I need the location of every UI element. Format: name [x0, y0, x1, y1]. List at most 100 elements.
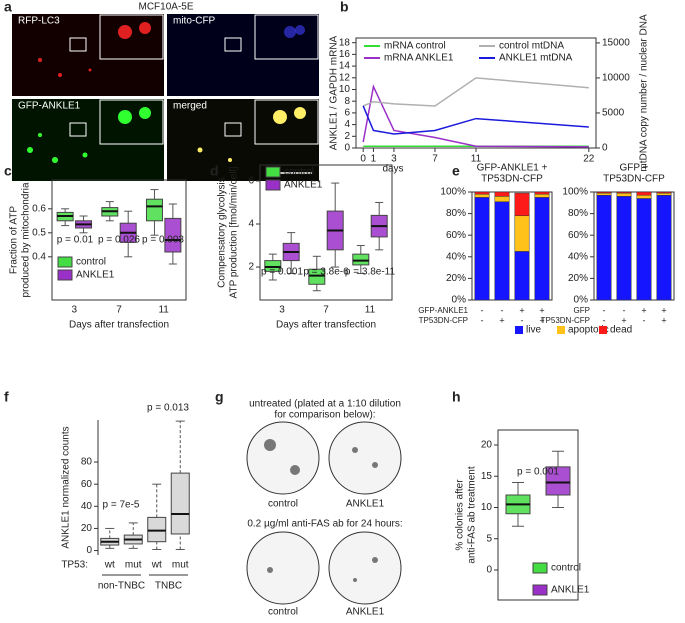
panel-label: a [4, 0, 12, 15]
tick-label: 20% [568, 273, 588, 284]
annotation: p = 3.8e-6 [303, 267, 349, 278]
chart-title: GFP-ANKLE1 + [477, 163, 548, 174]
group-label: non-TNBC [98, 581, 145, 592]
tick-label: 0% [452, 295, 467, 306]
y-axis-label: produced by mitochondria [21, 182, 32, 298]
x-axis-label: days [382, 164, 403, 175]
bar-segment [616, 192, 632, 197]
row-label: TP53DN-CFP [419, 316, 468, 325]
x-tick-label: wt [151, 560, 162, 571]
bar-segment [596, 191, 612, 194]
plot-frame [593, 191, 675, 301]
y-axis-label: ATP production [fmol/min/cell] [229, 166, 240, 298]
tick-label: 80% [568, 208, 588, 219]
x-tick-label: 3 [391, 154, 397, 165]
tick-label: 2 [248, 262, 254, 273]
tick-label: 4 [344, 119, 350, 130]
image-label: ANKLE1 [346, 607, 385, 618]
bar-segment [636, 191, 652, 196]
x-tick-label: mut [125, 560, 142, 571]
tick-label: 0 [344, 143, 350, 154]
annotation: p = 0.003 [142, 235, 184, 246]
legend-swatch [532, 584, 548, 596]
box [164, 217, 182, 253]
figure-title: MCF10A-5E [138, 2, 193, 13]
annotation: p = 0.01 [57, 235, 94, 246]
row-label: GFP [574, 306, 590, 315]
tick-label: 100% [562, 187, 588, 198]
tick-label: 15000 [602, 38, 630, 49]
tick-label: 2 [344, 131, 350, 142]
row-mark: - [603, 305, 606, 315]
annotation: p = 0.026 [98, 235, 140, 246]
caption: for comparison below): [274, 410, 375, 421]
legend-label: mRNA control [384, 41, 446, 52]
group-label: TNBC [155, 581, 182, 592]
tick-label: 18 [339, 37, 351, 48]
bar-segment [474, 193, 490, 198]
tick-label: 16 [339, 49, 351, 60]
plot-frame [51, 179, 187, 301]
tick-label: 6 [248, 176, 254, 187]
panel-label: b [340, 0, 349, 15]
annotation: p = 7e-5 [103, 500, 140, 511]
tick-label: 0.4 [32, 251, 46, 262]
x-tick-label: 11 [365, 305, 376, 316]
image-rfp [12, 14, 164, 96]
y-axis-label: Compensatory glycolysis [217, 177, 228, 288]
tick-label: 6 [344, 108, 350, 119]
row-mark: + [621, 315, 626, 325]
tick-label: 80% [446, 208, 466, 219]
tick-label: 60% [568, 230, 588, 241]
x-tick-label: 3 [279, 305, 285, 316]
box [264, 260, 282, 272]
x-axis-label: Days after transfection [276, 320, 376, 331]
row-mark: - [481, 315, 484, 325]
line-series [362, 105, 589, 135]
legend-swatch [265, 179, 281, 191]
row-mark: - [603, 315, 606, 325]
legend-label: dead [610, 325, 632, 336]
panel-label: c [4, 163, 12, 179]
legend-label: control [76, 257, 106, 268]
tick-label: 0 [86, 545, 92, 556]
legend-label: control [551, 563, 581, 574]
tick-label: 10 [481, 502, 493, 513]
legend-label: ANKLE1 [76, 270, 115, 281]
plot-frame [497, 429, 579, 601]
x-tick-label: 1 [371, 154, 377, 165]
x-tick-label: 11 [471, 154, 482, 165]
row-mark: + [661, 305, 666, 315]
bar-segment [474, 191, 490, 195]
bar-segment [514, 192, 530, 217]
bar-segment [494, 196, 510, 202]
tick-label: 4 [248, 219, 254, 230]
y-axis-label: mtDNA copy number / nuclear DNA [639, 14, 650, 172]
image-label: control [268, 499, 298, 510]
caption: untreated (plated at a 1:10 dilution [249, 399, 401, 410]
row-mark: + [539, 315, 544, 325]
box [352, 253, 370, 266]
legend-swatch [57, 256, 73, 268]
annotation: p = 0.013 [147, 403, 189, 414]
legend-label: mRNA ANKLE1 [384, 53, 454, 64]
row-mark: - [481, 305, 484, 315]
bar-segment [596, 192, 612, 196]
legend-label: control [284, 167, 314, 178]
row-mark: - [643, 315, 646, 325]
x-tick-label: 7 [323, 305, 329, 316]
caption: 0.2 µg/ml anti-FAS ab for 24 hours: [247, 519, 402, 530]
legend-label: ANKLE1 [284, 180, 323, 191]
panel-g-images [246, 421, 402, 605]
image-merged [167, 99, 319, 181]
bar-segment [596, 194, 612, 301]
image-label: control [268, 607, 298, 618]
tick-label: 40% [446, 251, 466, 262]
legend-swatch [515, 326, 523, 334]
x-tick-label: 0 [360, 154, 366, 165]
panel-a-images [12, 14, 319, 181]
bar-segment [656, 194, 672, 301]
tick-label: 0 [602, 143, 608, 154]
image-label: ANKLE1 [346, 499, 385, 510]
